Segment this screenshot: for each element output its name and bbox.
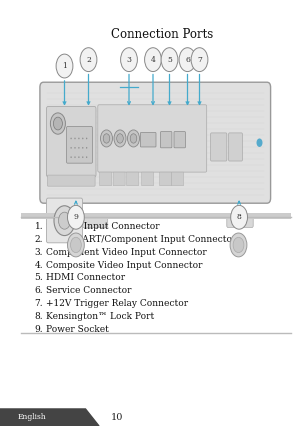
FancyBboxPatch shape: [100, 172, 112, 186]
Circle shape: [114, 130, 126, 147]
Circle shape: [179, 48, 196, 72]
Text: 9: 9: [74, 213, 78, 221]
Circle shape: [70, 156, 72, 158]
Text: 3.: 3.: [34, 248, 43, 257]
FancyBboxPatch shape: [174, 132, 185, 148]
Text: 8: 8: [237, 213, 242, 221]
Circle shape: [80, 48, 97, 72]
Circle shape: [53, 117, 62, 130]
Text: 3: 3: [127, 56, 131, 63]
Circle shape: [86, 156, 87, 158]
Circle shape: [230, 233, 247, 257]
Circle shape: [233, 237, 244, 253]
Text: Power Socket: Power Socket: [46, 325, 110, 334]
Circle shape: [82, 156, 83, 158]
Text: 1: 1: [62, 62, 67, 70]
Circle shape: [161, 48, 178, 72]
Circle shape: [68, 233, 84, 257]
FancyBboxPatch shape: [21, 213, 291, 219]
Circle shape: [78, 147, 80, 149]
FancyBboxPatch shape: [127, 172, 139, 186]
Text: 5.: 5.: [34, 273, 43, 282]
Circle shape: [103, 134, 110, 143]
Circle shape: [50, 113, 65, 134]
Circle shape: [231, 205, 248, 229]
Circle shape: [82, 138, 83, 139]
Circle shape: [70, 147, 72, 149]
Text: 2.: 2.: [34, 235, 43, 244]
Text: 2: 2: [86, 56, 91, 63]
Text: 5: 5: [167, 56, 172, 63]
Circle shape: [68, 205, 84, 229]
Text: 10: 10: [111, 413, 123, 422]
Text: Kensington™ Lock Port: Kensington™ Lock Port: [46, 312, 155, 321]
Circle shape: [70, 237, 81, 253]
Text: +12V Trigger Relay Connector: +12V Trigger Relay Connector: [46, 299, 189, 308]
Circle shape: [78, 138, 80, 139]
Circle shape: [70, 138, 72, 139]
FancyBboxPatch shape: [98, 105, 207, 172]
Circle shape: [128, 130, 140, 147]
Text: 4.: 4.: [34, 261, 43, 270]
FancyBboxPatch shape: [142, 172, 154, 186]
Text: English: English: [18, 414, 47, 421]
FancyBboxPatch shape: [46, 106, 96, 177]
Text: 1.: 1.: [34, 222, 43, 231]
Circle shape: [56, 54, 73, 78]
Circle shape: [121, 48, 137, 72]
FancyBboxPatch shape: [67, 127, 92, 163]
Text: Composite Video Input Connector: Composite Video Input Connector: [46, 261, 203, 270]
FancyBboxPatch shape: [47, 175, 95, 186]
Circle shape: [82, 147, 83, 149]
FancyBboxPatch shape: [81, 215, 108, 227]
FancyBboxPatch shape: [113, 172, 125, 186]
FancyBboxPatch shape: [160, 132, 172, 148]
Text: 9.: 9.: [34, 325, 43, 334]
Text: 6: 6: [185, 56, 190, 63]
Text: Service Connector: Service Connector: [46, 286, 132, 295]
Circle shape: [86, 138, 87, 139]
Circle shape: [74, 138, 76, 139]
FancyBboxPatch shape: [227, 215, 253, 227]
FancyBboxPatch shape: [40, 82, 271, 203]
Text: 7.: 7.: [34, 299, 43, 308]
Text: 8.: 8.: [34, 312, 43, 321]
Text: VGA/SCART/Component Input Connector: VGA/SCART/Component Input Connector: [46, 235, 237, 244]
Polygon shape: [0, 409, 99, 426]
Text: 6.: 6.: [34, 286, 43, 295]
Circle shape: [74, 156, 76, 158]
Text: 4: 4: [151, 56, 155, 63]
FancyBboxPatch shape: [46, 198, 82, 243]
Circle shape: [78, 156, 80, 158]
Circle shape: [100, 130, 112, 147]
Circle shape: [74, 147, 76, 149]
Circle shape: [145, 48, 161, 72]
Circle shape: [117, 134, 123, 143]
FancyBboxPatch shape: [211, 133, 227, 161]
Circle shape: [54, 206, 75, 236]
Text: S-Video Input Connector: S-Video Input Connector: [46, 222, 160, 231]
Text: Component Video Input Connector: Component Video Input Connector: [46, 248, 207, 257]
Text: Connection Ports: Connection Ports: [111, 28, 213, 41]
Text: HDMI Connector: HDMI Connector: [46, 273, 126, 282]
Circle shape: [256, 138, 262, 147]
Circle shape: [58, 212, 70, 229]
FancyBboxPatch shape: [140, 132, 156, 147]
FancyBboxPatch shape: [229, 133, 242, 161]
FancyBboxPatch shape: [172, 172, 184, 186]
Circle shape: [191, 48, 208, 72]
Text: 7: 7: [197, 56, 202, 63]
FancyBboxPatch shape: [160, 172, 172, 186]
Circle shape: [86, 147, 87, 149]
Circle shape: [130, 134, 137, 143]
